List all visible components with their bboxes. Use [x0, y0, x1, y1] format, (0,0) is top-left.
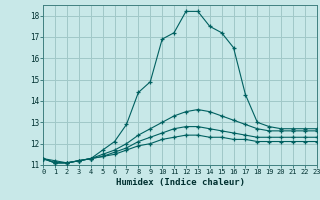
X-axis label: Humidex (Indice chaleur): Humidex (Indice chaleur) [116, 178, 244, 187]
